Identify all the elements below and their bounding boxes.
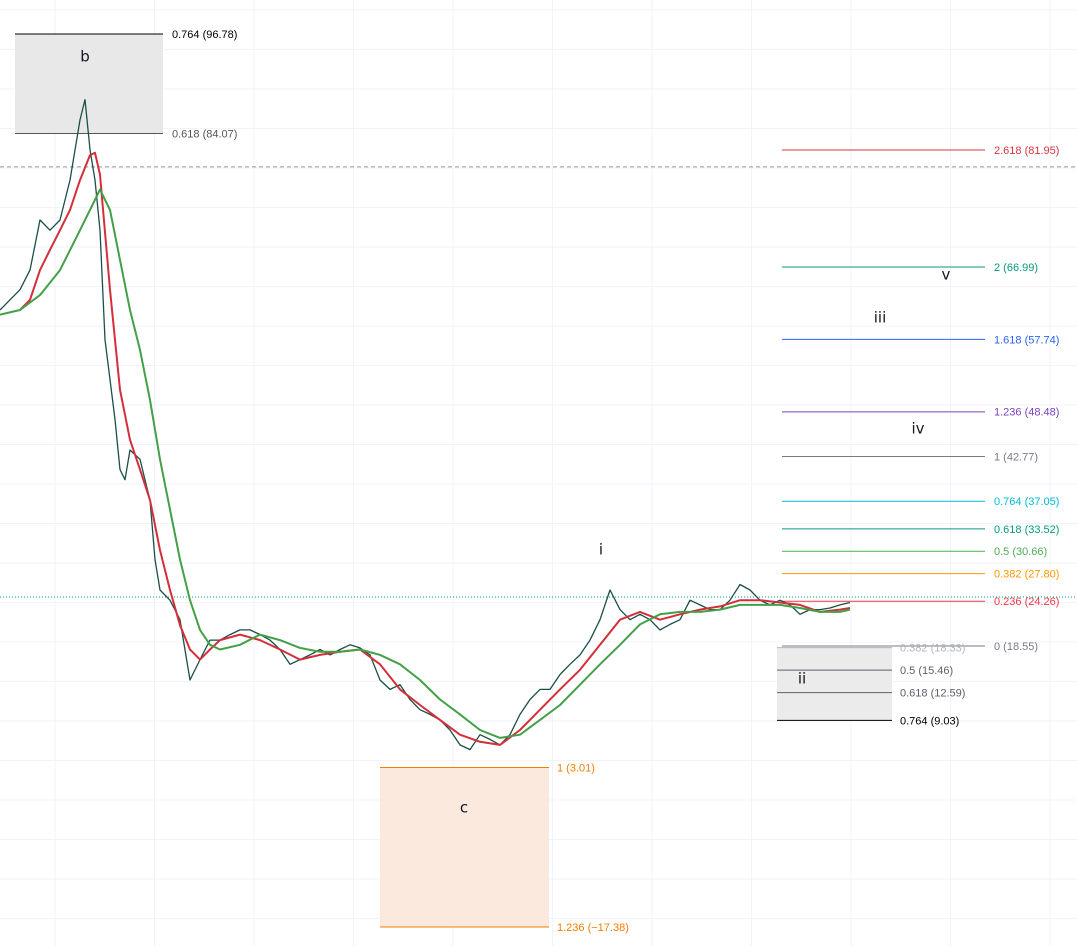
fib-zone <box>380 767 549 927</box>
fib-label: 0.618 (33.52) <box>994 524 1059 536</box>
wave-label: v <box>942 266 951 284</box>
fib-label: 0.382 (18.33) <box>900 643 965 655</box>
fib-label: 0.382 (27.80) <box>994 568 1059 580</box>
wave-label: i <box>599 541 603 559</box>
fib-label: 0.764 (9.03) <box>900 715 959 727</box>
fib-label: 1.236 (−17.38) <box>557 922 629 934</box>
fib-label: 2 (66.99) <box>994 262 1038 274</box>
fib-label: 2.618 (81.95) <box>994 145 1059 157</box>
wave-label: b <box>80 48 90 66</box>
fib-label: 1 (42.77) <box>994 451 1038 463</box>
fib-label: 0.618 (12.59) <box>900 687 965 699</box>
series-line <box>0 98 851 751</box>
fib-label: 0 (18.55) <box>994 641 1038 653</box>
fib-label: 1.236 (48.48) <box>994 407 1059 419</box>
wave-label: iv <box>911 420 924 438</box>
fib-label: 1.618 (57.74) <box>994 334 1059 346</box>
series-line <box>0 188 851 739</box>
fib-label: 0.236 (24.26) <box>994 596 1059 608</box>
wave-label: c <box>460 799 468 817</box>
fib-zone <box>777 647 892 721</box>
wave-label: ii <box>798 670 806 688</box>
fib-label: 0.764 (37.05) <box>994 496 1059 508</box>
fib-zone <box>15 34 163 134</box>
wave-label: iii <box>874 309 887 327</box>
fib-label: 1 (3.01) <box>557 762 595 774</box>
series-line <box>19 151 851 746</box>
fib-label: 0.618 (84.07) <box>172 128 237 140</box>
fib-label: 0.5 (30.66) <box>994 546 1047 558</box>
fib-label: 0.5 (15.46) <box>900 665 953 677</box>
fib-label: 0.764 (96.78) <box>172 29 237 41</box>
